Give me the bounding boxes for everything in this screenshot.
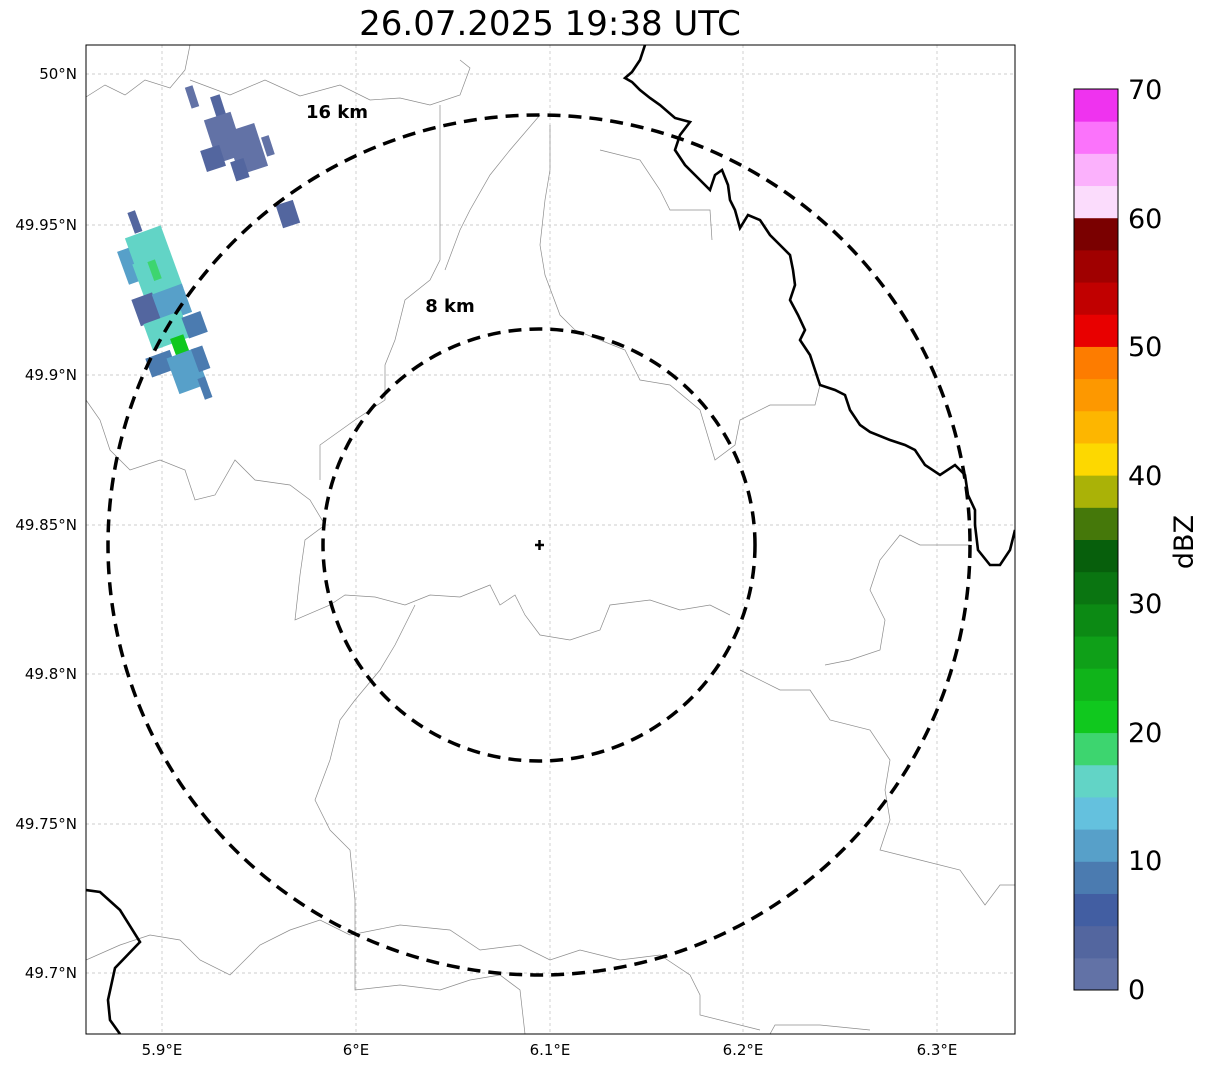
colorbar-segment — [1074, 764, 1118, 798]
echo-pixel — [275, 199, 301, 229]
border-line-southwest — [86, 888, 142, 1034]
lon-tick-label: 6°E — [343, 1041, 370, 1059]
colorbar-tick-label: 70 — [1128, 75, 1162, 106]
colorbar-segment — [1074, 732, 1118, 766]
lat-tick-label: 49.9°N — [25, 366, 77, 384]
echo-pixel — [197, 376, 213, 400]
lon-tick-label: 6.1°E — [530, 1041, 571, 1059]
boundary-line — [314, 604, 526, 1034]
colorbar-tick-label: 10 — [1128, 846, 1162, 877]
echo-cell-north — [184, 85, 301, 229]
boundary-line — [769, 1024, 871, 1034]
colorbar-segment — [1074, 442, 1118, 476]
colorbar-segment — [1074, 475, 1118, 508]
echo-pixel — [230, 158, 250, 182]
colorbar-segment — [1074, 829, 1118, 862]
lon-tick-label: 5.9°E — [142, 1041, 183, 1059]
map-plot-area: 16 km 8 km — [85, 44, 1016, 1035]
echo-pixel — [181, 311, 208, 339]
echo-pixel — [151, 283, 193, 323]
colorbar-segment — [1074, 185, 1118, 219]
boundary-line — [189, 59, 471, 106]
colorbar-segment — [1074, 507, 1118, 540]
colorbar-segment — [1074, 410, 1118, 444]
colorbar-segment — [1074, 121, 1118, 154]
gridlines — [86, 45, 1015, 1034]
colorbar-segment — [1074, 861, 1118, 894]
echo-pixel — [190, 345, 211, 373]
border-line-east — [622, 45, 1015, 567]
radar-site-plus-icon — [535, 540, 544, 550]
colorbar-segment — [1074, 957, 1118, 991]
colorbar-tick-label: 50 — [1128, 332, 1162, 363]
longitude-tick-labels: 5.9°E 6°E 6.1°E 6.2°E 6.3°E — [142, 1041, 958, 1059]
boundary-line — [444, 114, 541, 271]
echo-pixel — [184, 85, 200, 109]
colorbar-segment — [1074, 700, 1118, 734]
colorbar-segment — [1074, 217, 1118, 251]
colorbar-tick-label: 40 — [1128, 461, 1162, 492]
colorbar-segment — [1074, 153, 1118, 187]
colorbar-segment — [1074, 603, 1118, 637]
colorbar-segment — [1074, 282, 1118, 315]
echo-pixel — [131, 292, 162, 327]
range-ring-16km — [106, 113, 972, 977]
colorbar-segment — [1074, 378, 1118, 412]
echo-pixel — [260, 135, 275, 157]
colorbar: 0 10 20 30 40 50 60 70 dBZ — [1073, 75, 1200, 1006]
colorbar-tick-label: 30 — [1128, 589, 1162, 620]
boundary-line — [319, 105, 441, 480]
ring-label-16km: 16 km — [306, 102, 368, 123]
lat-tick-label: 49.85°N — [15, 516, 77, 534]
map-background — [86, 45, 1015, 1034]
colorbar-tick-label: 0 — [1128, 975, 1145, 1006]
colorbar-segment — [1074, 668, 1118, 701]
echo-cell-south — [117, 210, 213, 400]
lon-tick-label: 6.3°E — [917, 1041, 958, 1059]
boundary-line — [739, 669, 1015, 906]
ring-label-8km: 8 km — [425, 296, 475, 317]
lat-tick-label: 50°N — [39, 65, 77, 83]
national-border — [86, 45, 1015, 1034]
admin-boundaries — [86, 45, 1015, 1034]
lat-tick-label: 49.8°N — [25, 665, 77, 683]
colorbar-segment — [1074, 571, 1118, 605]
colorbar-segment — [1074, 539, 1118, 573]
colorbar-segment — [1074, 249, 1118, 283]
boundary-line — [539, 125, 821, 461]
echo-pixel — [147, 259, 162, 281]
colorbar-segment — [1074, 346, 1118, 380]
echo-pixel — [200, 144, 226, 172]
range-ring-8km — [321, 327, 757, 763]
lat-tick-label: 49.95°N — [15, 216, 77, 234]
colorbar-segment — [1074, 636, 1118, 669]
colorbar-segment — [1074, 89, 1118, 122]
boundary-line — [599, 149, 713, 241]
colorbar-tick-label: 60 — [1128, 204, 1162, 235]
lat-tick-label: 49.75°N — [15, 815, 77, 833]
lat-tick-label: 49.7°N — [25, 964, 77, 982]
colorbar-frame — [1073, 88, 1119, 991]
reflectivity-echoes — [117, 85, 301, 400]
boundary-line — [824, 534, 970, 666]
boundary-line — [86, 919, 761, 1031]
echo-pixel — [145, 349, 177, 378]
range-rings — [106, 113, 972, 977]
colorbar-segment — [1074, 893, 1118, 927]
boundary-line — [86, 399, 731, 641]
colorbar-ticks: 0 10 20 30 40 50 60 70 — [1128, 75, 1162, 1006]
boundary-line — [86, 45, 191, 98]
colorbar-segments — [1074, 89, 1118, 991]
colorbar-segment — [1074, 796, 1118, 830]
colorbar-unit-label: dBZ — [1169, 515, 1200, 569]
map-title: 26.07.2025 19:38 UTC — [359, 4, 741, 44]
colorbar-tick-label: 20 — [1128, 718, 1162, 749]
colorbar-segment — [1074, 314, 1118, 347]
colorbar-segment — [1074, 925, 1118, 959]
latitude-tick-labels: 50°N 49.95°N 49.9°N 49.85°N 49.8°N 49.75… — [15, 65, 77, 982]
map-frame — [85, 44, 1016, 1035]
lon-tick-label: 6.2°E — [723, 1041, 764, 1059]
echo-pixel — [127, 210, 143, 234]
